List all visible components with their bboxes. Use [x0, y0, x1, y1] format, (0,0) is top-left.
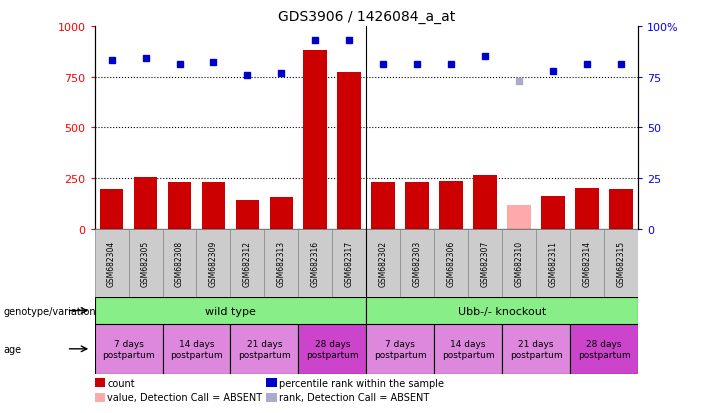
Text: 28 days
postpartum: 28 days postpartum: [306, 339, 359, 358]
Text: GSM682317: GSM682317: [345, 240, 354, 286]
Title: GDS3906 / 1426084_a_at: GDS3906 / 1426084_a_at: [278, 10, 455, 24]
Bar: [366, 297, 638, 324]
Bar: [95, 297, 366, 324]
Bar: [332, 229, 366, 297]
Text: GSM682303: GSM682303: [413, 240, 422, 286]
Bar: [231, 324, 299, 374]
Text: 7 days
postpartum: 7 days postpartum: [374, 339, 426, 358]
Text: value, Detection Call = ABSENT: value, Detection Call = ABSENT: [107, 392, 262, 402]
Bar: [134, 178, 158, 229]
Text: GSM682305: GSM682305: [141, 240, 150, 286]
Bar: [508, 206, 531, 229]
Bar: [440, 182, 463, 229]
Text: GSM682315: GSM682315: [616, 240, 625, 286]
Text: GSM682308: GSM682308: [175, 240, 184, 286]
Bar: [163, 229, 196, 297]
Text: 14 days
postpartum: 14 days postpartum: [442, 339, 494, 358]
Text: GSM682316: GSM682316: [311, 240, 320, 286]
Text: genotype/variation: genotype/variation: [4, 306, 96, 316]
Bar: [337, 72, 361, 229]
Bar: [473, 176, 497, 229]
Bar: [502, 324, 570, 374]
Text: GSM682310: GSM682310: [515, 240, 524, 286]
Bar: [299, 229, 332, 297]
Bar: [604, 229, 638, 297]
Bar: [366, 229, 400, 297]
Bar: [541, 197, 565, 229]
Text: 21 days
postpartum: 21 days postpartum: [238, 339, 291, 358]
Bar: [536, 229, 570, 297]
Text: age: age: [4, 344, 22, 354]
Text: percentile rank within the sample: percentile rank within the sample: [279, 378, 444, 388]
Bar: [570, 229, 604, 297]
Text: 21 days
postpartum: 21 days postpartum: [510, 339, 562, 358]
Bar: [264, 229, 299, 297]
Text: GSM682311: GSM682311: [548, 240, 557, 286]
Text: GSM682306: GSM682306: [447, 240, 456, 286]
Text: 14 days
postpartum: 14 days postpartum: [170, 339, 223, 358]
Text: GSM682307: GSM682307: [481, 240, 489, 286]
Bar: [95, 229, 128, 297]
Bar: [100, 190, 123, 229]
Bar: [202, 183, 225, 229]
Bar: [609, 190, 633, 229]
Bar: [570, 324, 638, 374]
Text: 7 days
postpartum: 7 days postpartum: [102, 339, 155, 358]
Bar: [163, 324, 231, 374]
Bar: [400, 229, 434, 297]
Bar: [434, 324, 502, 374]
Text: wild type: wild type: [205, 306, 256, 316]
Bar: [366, 324, 434, 374]
Bar: [468, 229, 502, 297]
Bar: [304, 51, 327, 229]
Bar: [405, 183, 429, 229]
Text: GSM682314: GSM682314: [583, 240, 592, 286]
Bar: [95, 324, 163, 374]
Text: GSM682302: GSM682302: [379, 240, 388, 286]
Bar: [299, 324, 366, 374]
Bar: [231, 229, 264, 297]
Text: GSM682309: GSM682309: [209, 240, 218, 286]
Bar: [502, 229, 536, 297]
Bar: [168, 183, 191, 229]
Bar: [269, 198, 293, 229]
Text: GSM682304: GSM682304: [107, 240, 116, 286]
Bar: [434, 229, 468, 297]
Text: rank, Detection Call = ABSENT: rank, Detection Call = ABSENT: [279, 392, 429, 402]
Text: GSM682312: GSM682312: [243, 240, 252, 286]
Bar: [196, 229, 231, 297]
Bar: [128, 229, 163, 297]
Text: 28 days
postpartum: 28 days postpartum: [578, 339, 630, 358]
Bar: [372, 183, 395, 229]
Text: count: count: [107, 378, 135, 388]
Bar: [575, 189, 599, 229]
Text: Ubb-/- knockout: Ubb-/- knockout: [458, 306, 546, 316]
Text: GSM682313: GSM682313: [277, 240, 286, 286]
Bar: [236, 201, 259, 229]
